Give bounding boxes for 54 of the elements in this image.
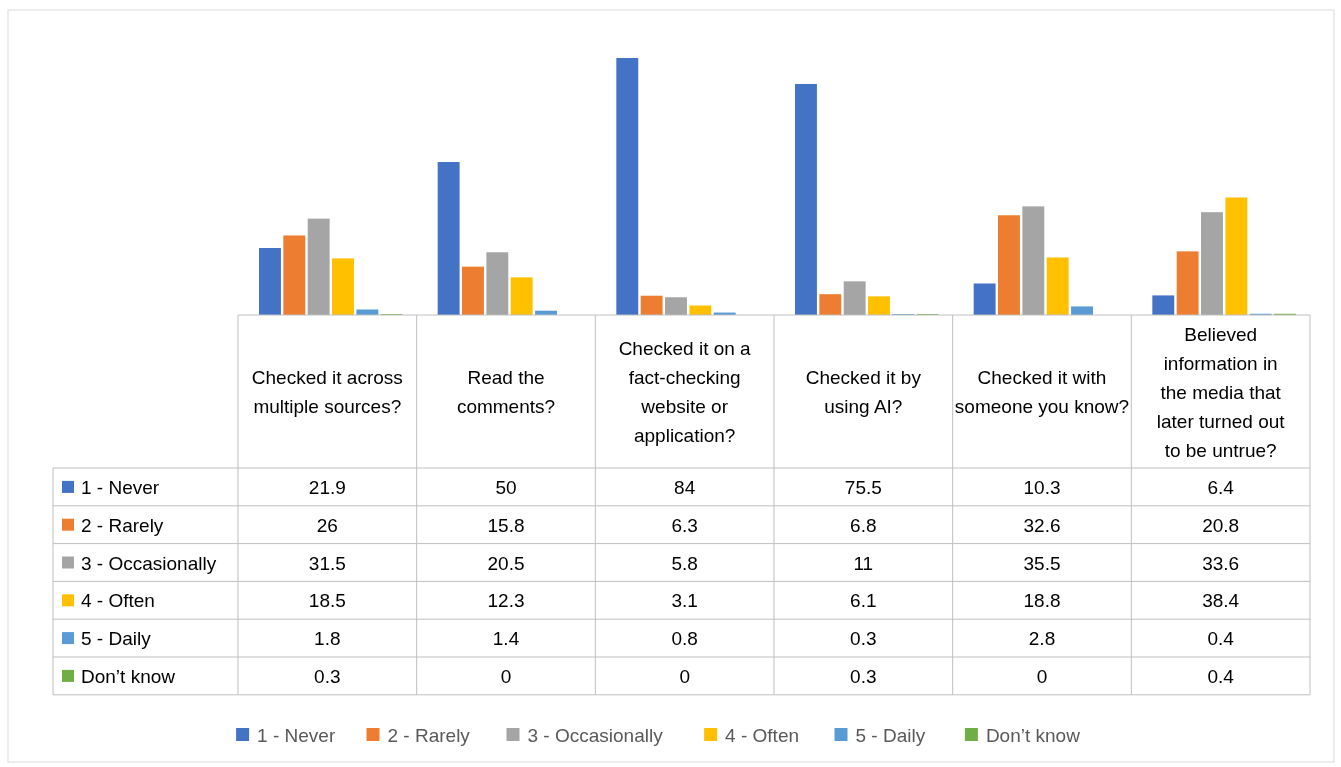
x-tick-label: Believed information in the media that later turned out to be untrue?	[1156, 323, 1286, 461]
data-label: 18.5	[308, 590, 346, 612]
data-label: 1.4	[492, 628, 520, 650]
data-label: 12.3	[487, 590, 525, 612]
data-label: 32.6	[1023, 514, 1061, 536]
data-label: 33.6	[1202, 552, 1240, 574]
data-label: 50	[495, 476, 517, 498]
x-tick-label: Checked it on a fact-checking website or application?	[618, 338, 752, 446]
data-label: 20.8	[1202, 514, 1240, 536]
legend-label: 5 - Daily	[81, 628, 152, 650]
data-label: 6.8	[850, 514, 877, 536]
data-label: 0.3	[850, 665, 877, 687]
x-tick-label: Checked it with someone you know?	[954, 367, 1130, 417]
legend-label: 1 - Never	[81, 476, 160, 498]
data-label: 38.4	[1202, 590, 1240, 612]
data-label: 0.4	[1207, 665, 1235, 687]
data-label: 18.8	[1023, 590, 1061, 612]
text: 5 - Daily	[855, 725, 926, 746]
legend-label: 4 - Often	[81, 590, 155, 612]
text: 1 - Never	[257, 725, 336, 746]
data-label: 0.4	[1207, 628, 1235, 650]
data-label: 6.3	[671, 514, 698, 536]
data-label: 0	[1036, 665, 1048, 687]
x-tick-label: Checked it across multiple sources?	[251, 367, 403, 417]
legend-label: Don’t know	[81, 665, 176, 687]
text: 4 - Often	[725, 725, 800, 746]
data-label: 11	[853, 552, 874, 574]
data-label: 2.8	[1028, 628, 1056, 650]
x-tick-label: Read the comments?	[456, 367, 556, 417]
data-label: 1.8	[314, 628, 341, 650]
data-label: 35.5	[1023, 552, 1061, 574]
data-label: 6.4	[1207, 476, 1235, 498]
data-label: 20.5	[487, 552, 525, 574]
text: 3 - Occasionally	[527, 725, 663, 746]
data-label: 21.9	[308, 476, 346, 498]
text: 2 - Rarely	[387, 725, 470, 746]
x-tick-label: Checked it by using AI?	[805, 367, 922, 417]
data-label: 6.1	[850, 590, 877, 612]
data-label: 0.8	[671, 628, 698, 650]
data-label: 75.5	[844, 476, 882, 498]
data-label: 31.5	[308, 552, 346, 574]
data-label: 5.8	[671, 552, 698, 574]
data-label: 0.3	[314, 665, 341, 687]
data-label: 0	[679, 665, 690, 687]
data-label: 15.8	[487, 514, 525, 536]
text: Don’t know	[985, 725, 1080, 746]
legend-label: 2 - Rarely	[81, 514, 164, 536]
legend-label: 3 - Occasionally	[81, 552, 217, 574]
data-label: 3.1	[671, 590, 698, 612]
data-label: 0.3	[850, 628, 877, 650]
data-label: 26	[316, 514, 338, 536]
data-label: 84	[674, 476, 696, 498]
data-label: 10.3	[1023, 476, 1061, 498]
data-label: 0	[500, 665, 512, 687]
